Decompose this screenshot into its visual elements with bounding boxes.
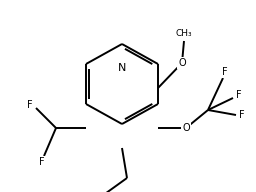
Text: F: F [222,67,228,77]
Text: CH₃: CH₃ [176,28,192,37]
Text: N: N [118,63,126,73]
Text: F: F [39,157,45,167]
Text: O: O [182,123,190,133]
Text: O: O [178,58,186,68]
Text: F: F [239,110,245,120]
Text: F: F [27,100,33,110]
Text: F: F [236,90,242,100]
